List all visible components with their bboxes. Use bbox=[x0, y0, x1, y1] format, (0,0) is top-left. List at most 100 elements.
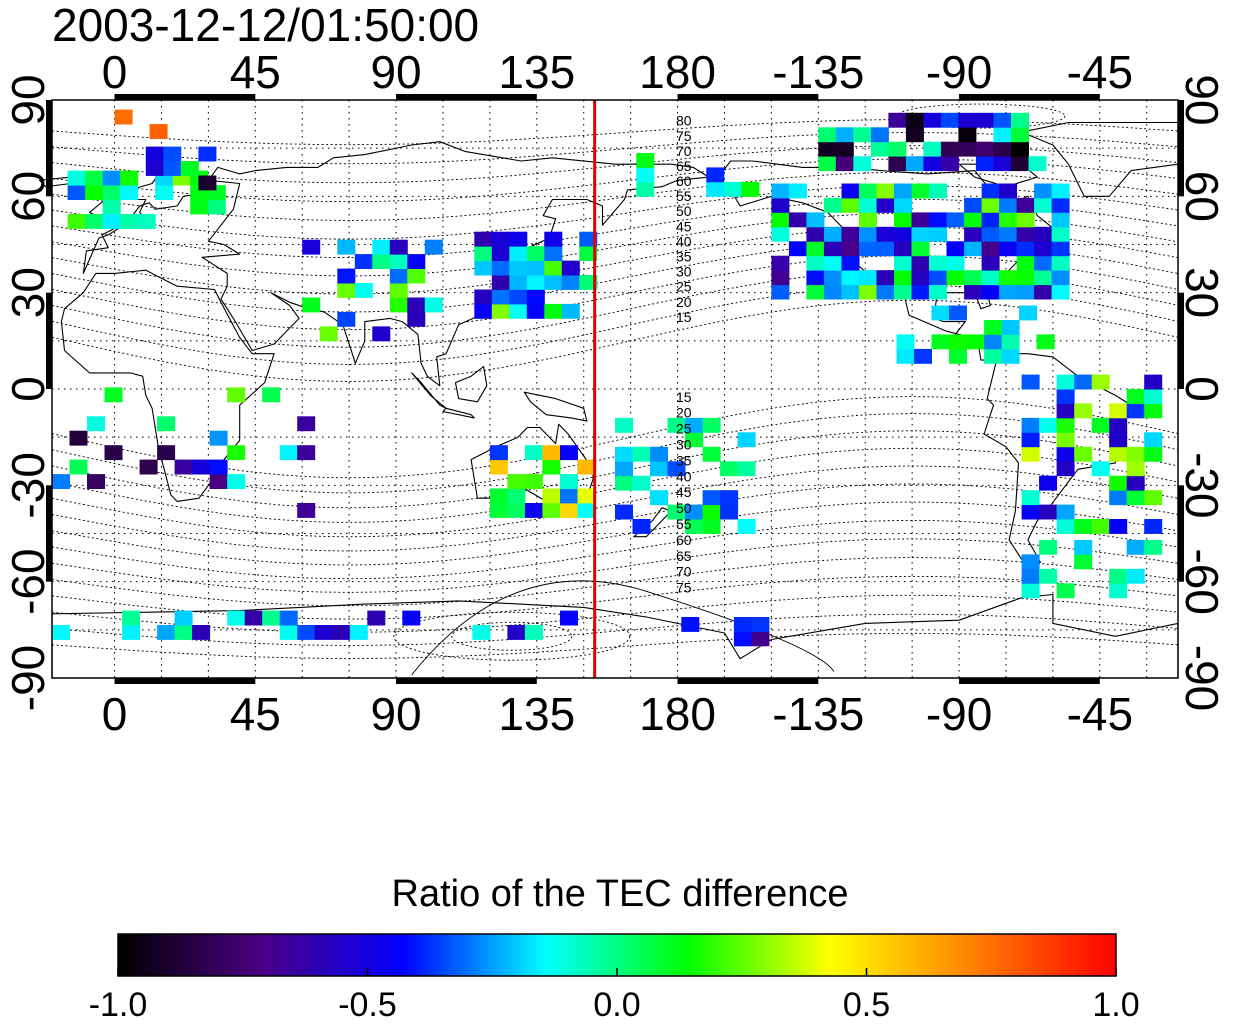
tec-patch bbox=[139, 459, 158, 475]
tec-patch bbox=[491, 303, 510, 319]
tec-patch bbox=[560, 503, 578, 518]
tec-patch bbox=[1034, 284, 1053, 300]
tec-patch bbox=[1126, 389, 1145, 404]
contour-label: 55 bbox=[676, 188, 692, 204]
tec-patch bbox=[1109, 490, 1128, 506]
tec-patch bbox=[302, 239, 321, 255]
lon-tick-label-bottom: -45 bbox=[1067, 688, 1133, 740]
tec-patch bbox=[702, 519, 721, 534]
tec-patch bbox=[876, 226, 895, 242]
tec-patch bbox=[818, 156, 837, 172]
tec-patch bbox=[407, 268, 426, 284]
frame-bar-bottom bbox=[396, 678, 537, 684]
contour-label: 30 bbox=[676, 437, 692, 453]
tec-patch bbox=[114, 109, 133, 125]
tec-patch bbox=[632, 519, 651, 534]
tec-patch bbox=[579, 275, 598, 290]
tec-patch bbox=[911, 183, 930, 199]
tec-patch bbox=[1056, 417, 1075, 433]
contour-label: 65 bbox=[676, 158, 692, 174]
tec-patch bbox=[981, 241, 1000, 257]
tec-patch bbox=[975, 112, 994, 128]
tec-patch bbox=[209, 430, 228, 446]
tec-patch bbox=[771, 226, 790, 242]
tec-patch bbox=[1109, 432, 1128, 448]
tec-patch bbox=[544, 231, 563, 247]
tec-patch bbox=[1056, 461, 1075, 477]
tec-patch bbox=[192, 459, 211, 475]
tec-patch bbox=[946, 270, 965, 286]
lat-tick-label-left: 0 bbox=[2, 376, 54, 402]
tec-patch bbox=[806, 270, 825, 286]
tec-patch bbox=[1019, 305, 1038, 321]
contour-line bbox=[51, 171, 1179, 221]
tec-patch bbox=[841, 284, 860, 300]
tec-patch bbox=[636, 181, 655, 197]
tec-patch bbox=[841, 241, 860, 257]
tec-patch bbox=[923, 156, 942, 172]
tec-patch bbox=[1016, 255, 1035, 271]
tec-patch bbox=[560, 610, 578, 626]
tec-patch bbox=[332, 625, 351, 640]
tec-patch bbox=[1051, 270, 1070, 286]
tec-patch bbox=[896, 334, 915, 350]
tec-patch bbox=[120, 214, 139, 229]
contour-line bbox=[51, 465, 1179, 538]
tec-patch bbox=[1056, 374, 1075, 390]
tec-patch bbox=[1034, 255, 1053, 271]
lon-tick-label-top: 135 bbox=[498, 46, 575, 98]
tec-patch bbox=[1144, 490, 1163, 506]
tec-patch bbox=[737, 519, 756, 534]
tec-patch bbox=[720, 461, 739, 477]
tec-patch bbox=[706, 181, 725, 197]
tec-patch bbox=[52, 474, 70, 489]
tec-patch bbox=[615, 461, 633, 477]
tec-patch bbox=[667, 504, 686, 520]
tec-patch bbox=[102, 170, 121, 186]
contour-line bbox=[51, 483, 1179, 552]
contour-line bbox=[51, 519, 1179, 580]
tec-patch bbox=[1091, 374, 1110, 390]
tec-patch bbox=[1011, 127, 1029, 143]
tec-patch bbox=[911, 255, 930, 271]
tec-patch bbox=[1056, 432, 1075, 448]
tec-patch bbox=[964, 241, 983, 257]
tec-patch bbox=[788, 241, 807, 257]
tec-patch bbox=[841, 197, 860, 213]
tec-patch bbox=[823, 226, 842, 242]
lon-tick-label-top: 45 bbox=[230, 46, 281, 98]
frame-bar-top bbox=[396, 94, 537, 100]
tec-patch bbox=[227, 474, 246, 489]
tec-patch bbox=[1034, 197, 1053, 213]
contour-label: 50 bbox=[676, 500, 692, 516]
colorbar: -1.0 -0.5 0.0 0.5 1.0 bbox=[89, 933, 1140, 1024]
frame-bar-bottom bbox=[114, 678, 256, 684]
tec-patch bbox=[981, 183, 1000, 199]
tec-patch bbox=[1011, 112, 1029, 128]
tec-patch bbox=[491, 260, 510, 276]
tec-patch bbox=[823, 284, 842, 300]
tec-patch bbox=[981, 255, 1000, 271]
tec-patch bbox=[1109, 403, 1128, 419]
tec-patch bbox=[149, 124, 168, 139]
tec-patch bbox=[389, 283, 408, 298]
tec-patch bbox=[577, 503, 596, 518]
tec-patch bbox=[163, 146, 182, 162]
tec-patch bbox=[949, 334, 967, 350]
tec-patch bbox=[155, 185, 174, 200]
tec-patch bbox=[999, 284, 1018, 300]
tec-patch bbox=[174, 625, 193, 640]
tec-patch bbox=[579, 231, 598, 247]
tec-patch bbox=[1021, 554, 1040, 570]
tec-patch bbox=[1144, 374, 1163, 390]
tec-patch bbox=[407, 297, 426, 313]
contour-line bbox=[51, 132, 1179, 165]
tec-patch bbox=[702, 490, 721, 506]
tec-patch bbox=[180, 161, 199, 176]
tec-patch bbox=[788, 212, 807, 228]
tec-patch bbox=[632, 446, 651, 462]
contour-label: 20 bbox=[676, 405, 692, 421]
contour-line bbox=[51, 119, 1179, 146]
tec-patch bbox=[1109, 446, 1128, 462]
tec-patch bbox=[389, 268, 408, 284]
